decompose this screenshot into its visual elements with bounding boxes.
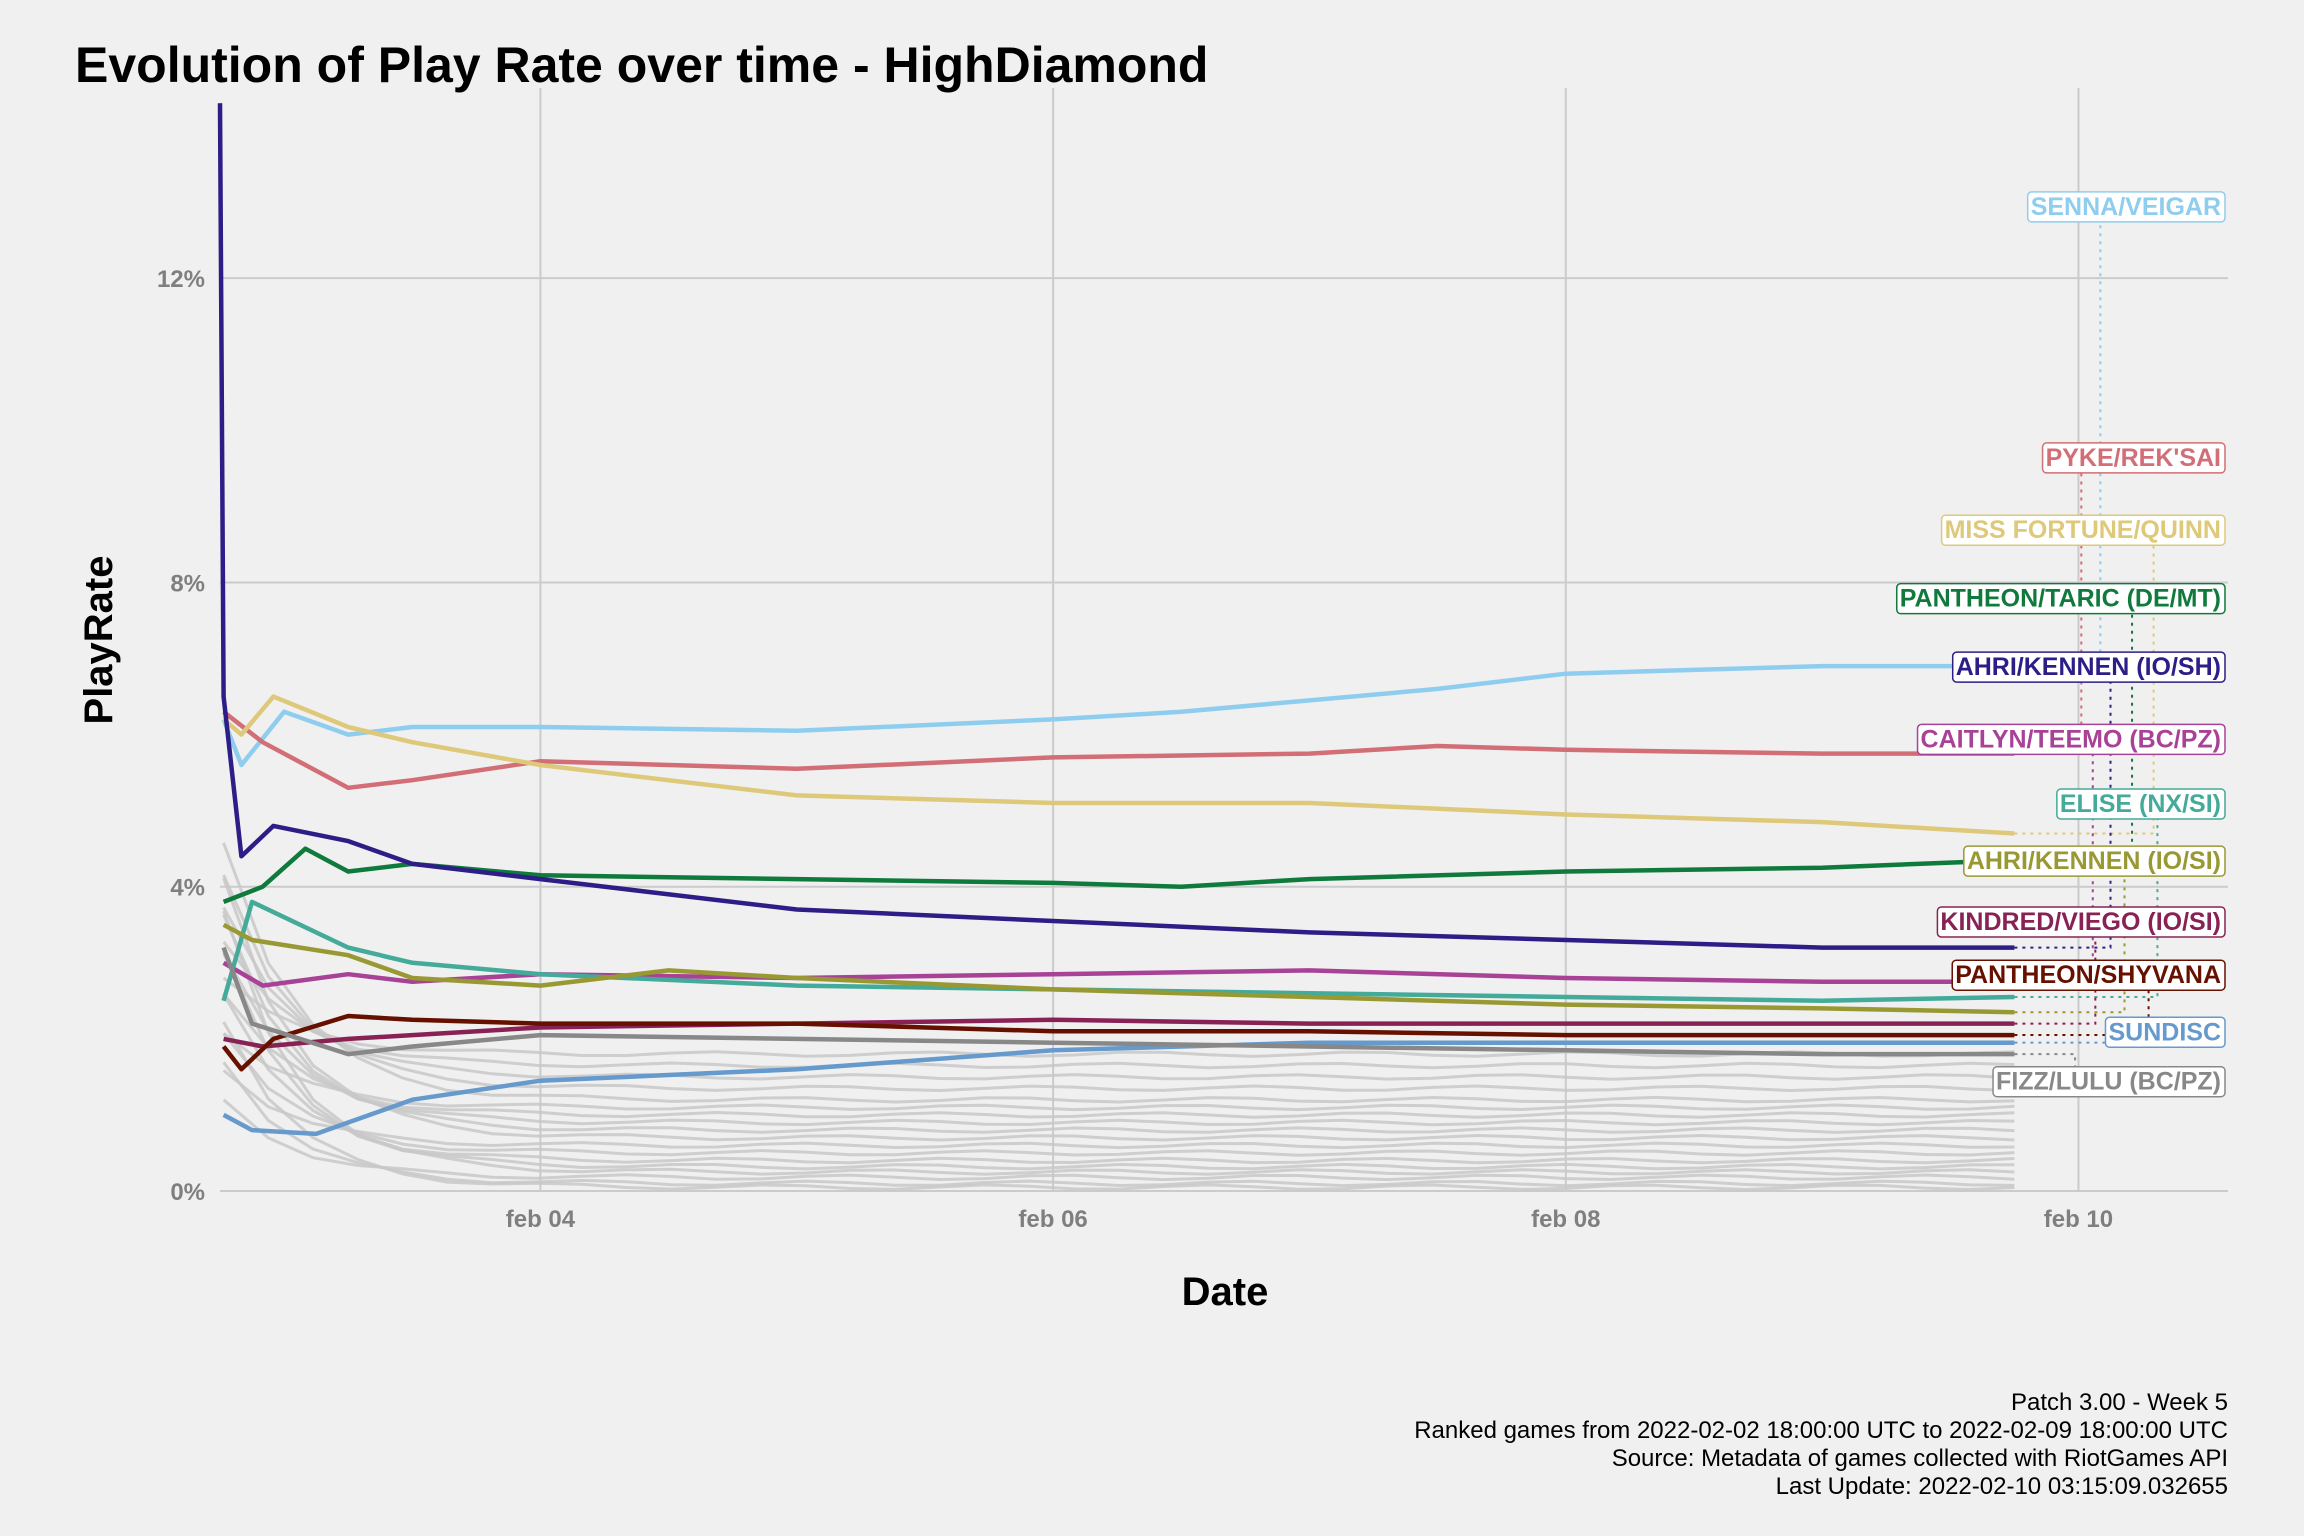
y-tick-label: 0% [170, 1179, 205, 1206]
series-label: PANTHEON/SHYVANA [1955, 961, 2221, 989]
series-label: ELISE (NX/SI) [2060, 790, 2221, 818]
y-axis-title: PlayRate [77, 556, 121, 725]
leader-line [2014, 1031, 2117, 1044]
background-series-line [222, 877, 2015, 1142]
series-label-box [2026, 191, 2226, 223]
background-series-line [222, 952, 2015, 1171]
series-line [217, 103, 2015, 950]
series-label: SUNDISC [2108, 1018, 2221, 1046]
series-label: PANTHEON/TARIC (DE/MT) [1900, 585, 2221, 613]
series-line [222, 1040, 2015, 1137]
background-series-line [222, 993, 2015, 1165]
series-label-box [1992, 1065, 2226, 1098]
background-series-line [222, 842, 2015, 1104]
series-label-box [1940, 514, 2226, 546]
background-series-line [222, 910, 2015, 1176]
series-label-box [2056, 788, 2226, 820]
background-series-line [222, 874, 2015, 1093]
series-label-box [2041, 442, 2226, 474]
y-tick-label: 8% [170, 570, 205, 597]
background-series-line [222, 976, 2015, 1058]
series-line [222, 710, 2015, 791]
grid [220, 88, 2228, 1192]
series-group [217, 103, 2015, 1137]
background-series-line [222, 1032, 2015, 1112]
series-label: KINDRED/VIEGO (IO/SI) [1940, 908, 2221, 936]
tick-labels: 0% 4% 8% 12% feb 04 feb 06 feb 08 feb 10 [157, 266, 2113, 1233]
series-labels: SENNA/VEIGAR PYKE/REK'SAI MISS FORTUNE/QUI… [1895, 191, 2226, 1098]
series-label: CAITLYN/TEEMO (BC/PZ) [1921, 725, 2221, 753]
background-series-line [222, 952, 2015, 1127]
x-tick-label: feb 08 [1531, 1206, 1600, 1233]
series-label-box [2104, 1016, 2226, 1049]
y-tick-label: 4% [170, 875, 205, 902]
caption-line: Last Update: 2022-02-10 03:15:09.032655 [1776, 1473, 2228, 1500]
caption-line: Source: Metadata of games collected with… [1612, 1445, 2228, 1472]
chart-title: Evolution of Play Rate over time - HighD… [75, 37, 1208, 93]
leader-line [2014, 666, 2112, 949]
series-line [222, 922, 2015, 1015]
leader-line [2014, 920, 2097, 1025]
series-label-box [1916, 723, 2226, 756]
series-label: AHRI/KENNEN (IO/SI) [1967, 847, 2221, 875]
y-tick-label: 12% [157, 266, 205, 293]
series-label: AHRI/KENNEN (IO/SH) [1956, 653, 2221, 681]
background-series-line [222, 1069, 2015, 1150]
series-label-box [1951, 651, 2226, 683]
background-series-line [222, 906, 2015, 1081]
series-line [222, 694, 2015, 836]
series-label-box [1936, 906, 2226, 938]
series-line [221, 660, 2015, 768]
background-series-line [222, 940, 2015, 1070]
series-line [222, 846, 2015, 904]
x-axis-title: Date [1182, 1270, 1269, 1314]
x-tick-label: feb 06 [1018, 1206, 1087, 1233]
series-label: PYKE/REK'SAI [2046, 444, 2221, 472]
background-series-line [222, 1032, 2015, 1157]
series-line [221, 1013, 2015, 1072]
series-line [221, 899, 2015, 1004]
background-series-line [222, 1021, 2015, 1192]
series-label-box [1895, 582, 2226, 615]
x-tick-label: feb 10 [2044, 1206, 2113, 1233]
x-tick-label: feb 04 [506, 1206, 576, 1233]
series-label: MISS FORTUNE/QUINN [1945, 516, 2221, 544]
background-series [222, 842, 2015, 1192]
caption-line: Ranked games from 2022-02-02 18:00:00 UT… [1414, 1417, 2228, 1444]
series-label: FIZZ/LULU (BC/PZ) [1996, 1068, 2221, 1096]
background-series-line [222, 992, 2015, 1119]
series-label: SENNA/VEIGAR [2031, 193, 2221, 221]
series-label-box [1963, 845, 2226, 877]
caption: Patch 3.00 - Week 5 Ranked games from 20… [1414, 1389, 2228, 1500]
series-line [221, 946, 2015, 1057]
background-series-line [222, 914, 2015, 1134]
background-series-line [222, 1098, 2015, 1182]
series-label-box [1951, 959, 2226, 991]
caption-line: Patch 3.00 - Week 5 [2011, 1389, 2228, 1416]
